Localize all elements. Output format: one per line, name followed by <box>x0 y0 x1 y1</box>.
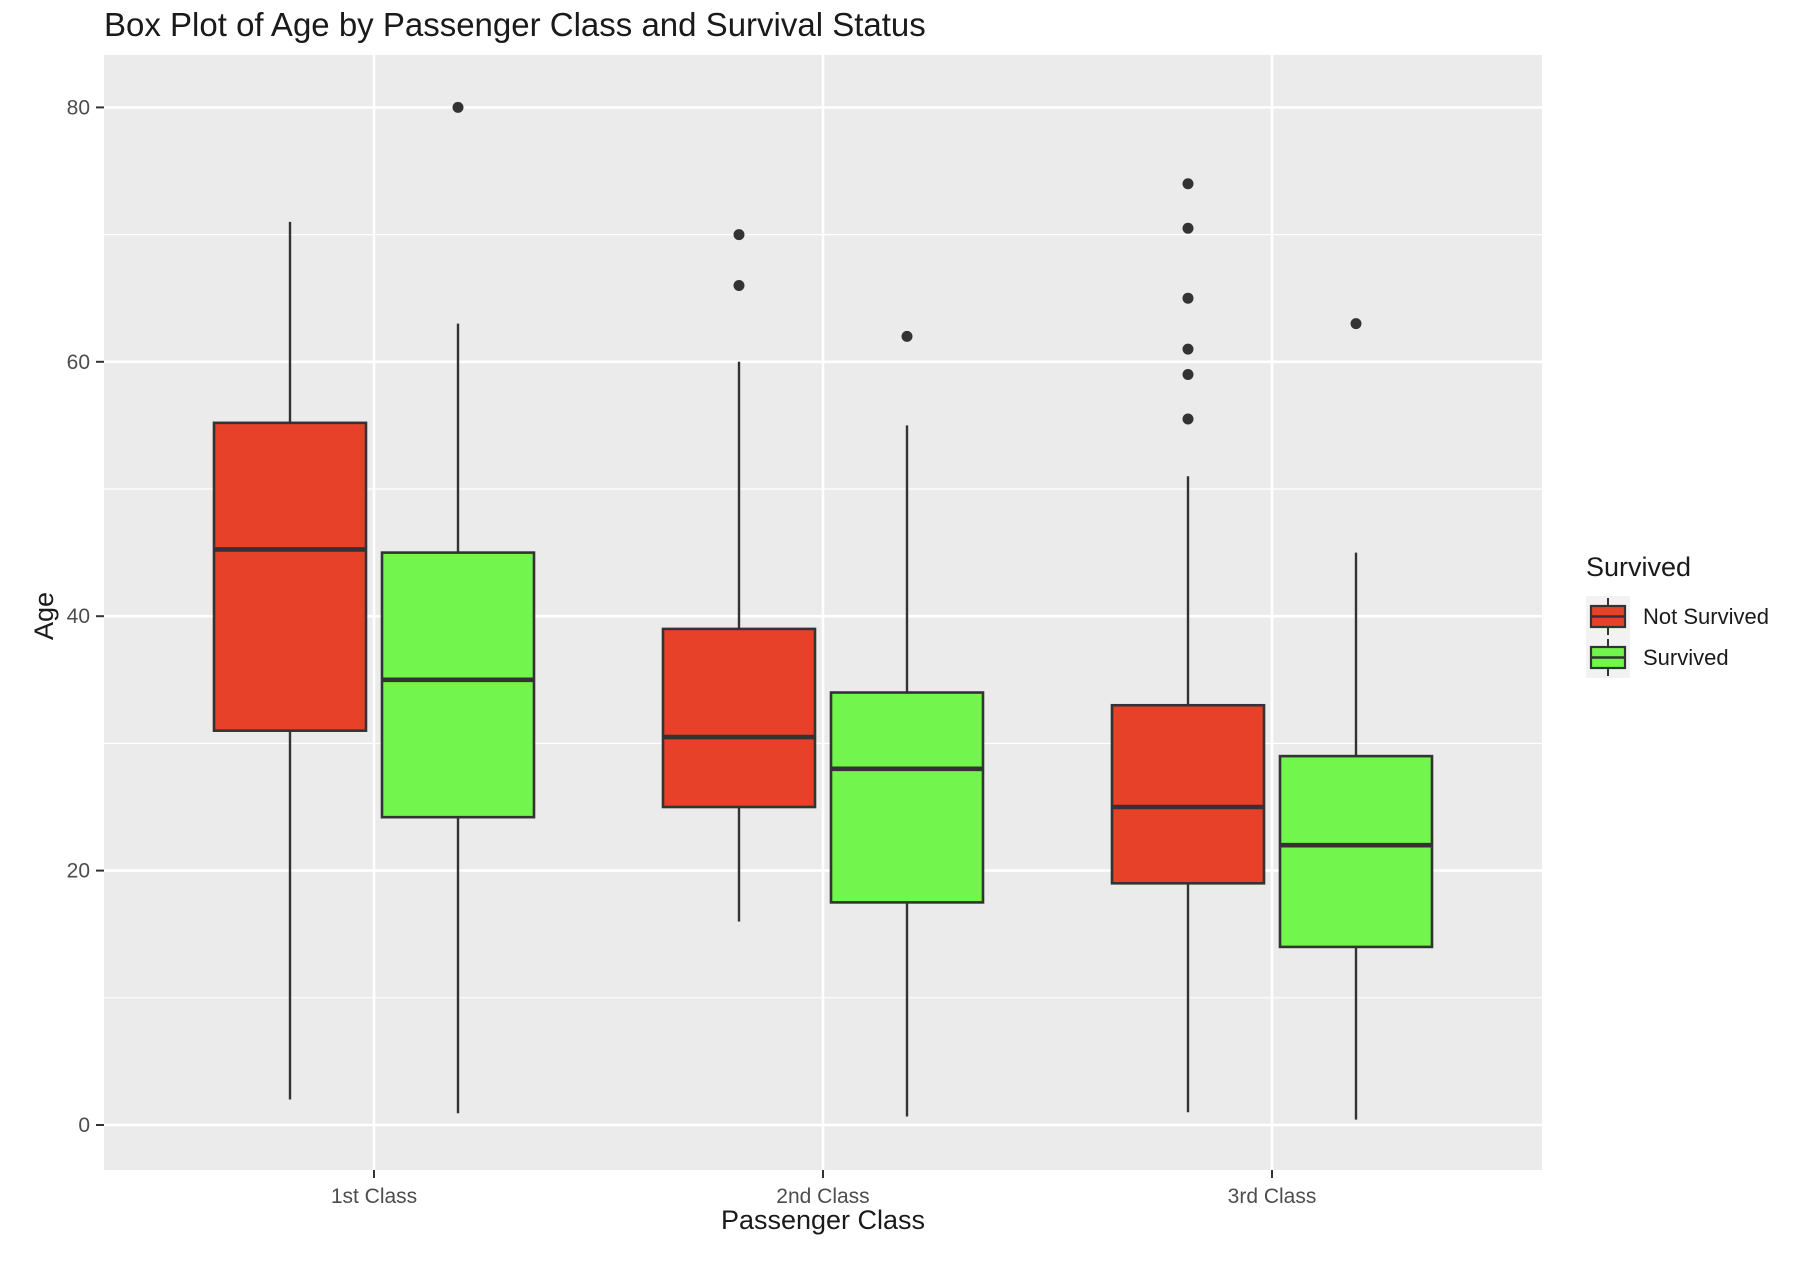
box-iqr <box>1110 703 1266 885</box>
outlier-point <box>1350 318 1362 330</box>
box-iqr <box>380 551 536 819</box>
box-iqr <box>829 691 985 904</box>
outlier-point <box>1182 343 1194 355</box>
box-survived-2nd-class <box>829 330 985 1117</box>
box-survived-3rd-class <box>1278 318 1434 1120</box>
y-axis-title: Age <box>29 592 59 640</box>
x-tick-label: 2nd Class <box>776 1185 869 1208</box>
x-axis-title: Passenger Class <box>721 1205 925 1235</box>
boxes-layer <box>212 101 1434 1120</box>
outlier-point <box>1182 292 1194 304</box>
legend: Survived Not Survived Survived <box>1586 552 1769 678</box>
x-axis: 1st Class 2nd Class 3rd Class <box>331 1170 1317 1208</box>
grid-lines <box>104 55 1542 1170</box>
outlier-point <box>901 330 913 342</box>
box-not-survived-2nd-class <box>661 229 817 922</box>
outlier-point <box>1182 222 1194 234</box>
box-not-survived-3rd-class <box>1110 178 1266 1113</box>
y-tick-label: 0 <box>78 1114 90 1137</box>
legend-label: Survived <box>1643 645 1729 670</box>
outlier-point <box>1182 178 1194 190</box>
box-iqr <box>661 627 817 809</box>
box-survived-1st-class <box>380 101 536 1114</box>
box-iqr <box>212 421 368 732</box>
y-tick-label: 40 <box>67 605 90 628</box>
legend-label: Not Survived <box>1643 604 1769 629</box>
x-tick-label: 1st Class <box>331 1185 417 1208</box>
legend-title: Survived <box>1586 552 1691 582</box>
y-tick-label: 60 <box>67 351 90 374</box>
box-iqr <box>1278 754 1434 949</box>
outlier-point <box>733 279 745 291</box>
x-tick-label: 3rd Class <box>1228 1185 1317 1208</box>
y-tick-label: 20 <box>67 860 90 883</box>
y-tick-label: 80 <box>67 96 90 119</box>
outlier-point <box>452 101 464 113</box>
legend-key-not-survived: Not Survived <box>1586 596 1769 637</box>
y-axis: 0 20 40 60 80 <box>67 96 104 1137</box>
legend-key-survived: Survived <box>1586 637 1729 678</box>
outlier-point <box>1182 413 1194 425</box>
chart-title: Box Plot of Age by Passenger Class and S… <box>104 6 926 43</box>
outlier-point <box>733 229 745 241</box>
box-not-survived-1st-class <box>212 221 368 1100</box>
outlier-point <box>1182 369 1194 381</box>
